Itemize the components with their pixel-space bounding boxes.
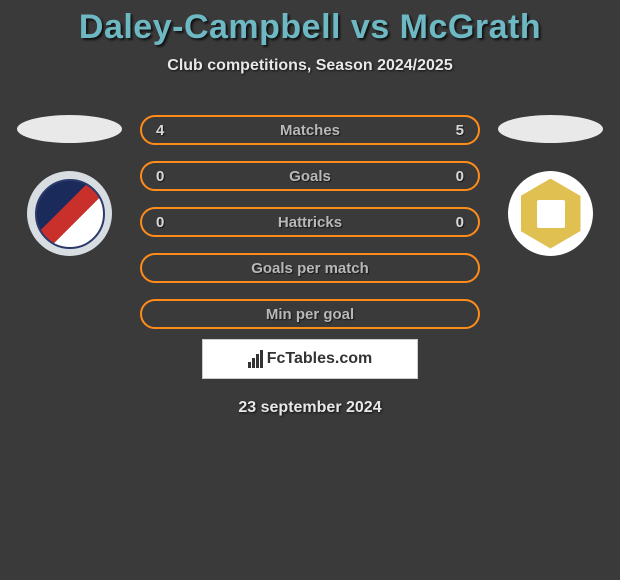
stat-row-goals: 0 Goals 0	[140, 161, 480, 191]
stat-left-value: 0	[156, 168, 164, 185]
main-row: 4 Matches 5 0 Goals 0 0 Hattricks 0 Goal…	[0, 115, 620, 329]
page-title: Daley-Campbell vs McGrath	[0, 8, 620, 47]
stat-row-goals-per-match: Goals per match	[140, 253, 480, 283]
right-team-crest	[508, 171, 593, 256]
brand-text: FcTables.com	[267, 350, 373, 368]
stats-column: 4 Matches 5 0 Goals 0 0 Hattricks 0 Goal…	[140, 115, 480, 329]
left-column	[17, 115, 122, 256]
stat-row-min-per-goal: Min per goal	[140, 299, 480, 329]
right-ellipse	[498, 115, 603, 143]
brand-watermark: FcTables.com	[202, 339, 418, 379]
stat-label: Goals	[289, 168, 331, 185]
stat-right-value: 0	[456, 168, 464, 185]
date-line: 23 september 2024	[0, 399, 620, 417]
stat-row-hattricks: 0 Hattricks 0	[140, 207, 480, 237]
doncaster-badge	[521, 179, 581, 249]
stat-label: Min per goal	[266, 306, 354, 323]
subtitle: Club competitions, Season 2024/2025	[0, 57, 620, 75]
bar-chart-icon	[248, 350, 263, 368]
left-team-crest	[27, 171, 112, 256]
stat-label: Matches	[280, 122, 340, 139]
comparison-card: Daley-Campbell vs McGrath Club competiti…	[0, 0, 620, 417]
chesterfield-badge	[35, 179, 105, 249]
stat-label: Goals per match	[251, 260, 369, 277]
stat-right-value: 0	[456, 214, 464, 231]
stat-left-value: 0	[156, 214, 164, 231]
stat-label: Hattricks	[278, 214, 342, 231]
right-column	[498, 115, 603, 256]
stat-row-matches: 4 Matches 5	[140, 115, 480, 145]
stat-right-value: 5	[456, 122, 464, 139]
left-ellipse	[17, 115, 122, 143]
stat-left-value: 4	[156, 122, 164, 139]
